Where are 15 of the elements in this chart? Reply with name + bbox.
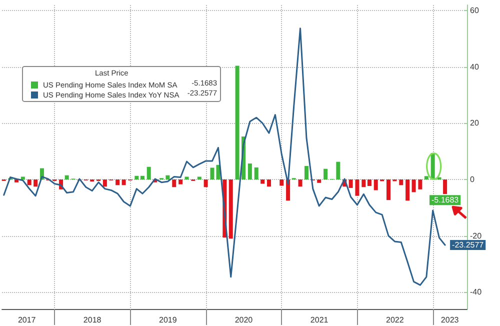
x-tick-label: 2017	[18, 316, 36, 324]
y-tick-label: -20	[470, 231, 482, 240]
x-tick-label: 2019	[159, 316, 178, 324]
x-tick-label: 2022	[386, 316, 404, 324]
x-tick-label: 2018	[83, 316, 102, 324]
data-label: -23.2577	[452, 240, 484, 250]
data-label: -5.1683	[431, 196, 460, 205]
y-tick-label: -40	[470, 288, 482, 297]
x-tick-label: 2020	[234, 316, 254, 324]
x-tick-label: 2021	[310, 316, 329, 324]
y-tick-label: 40	[470, 62, 480, 72]
x-tick-label: 2023	[440, 316, 460, 324]
y-tick-label: 60	[470, 6, 480, 16]
y-tick-label: 0	[470, 175, 475, 184]
y-tick-label: 20	[470, 118, 480, 128]
